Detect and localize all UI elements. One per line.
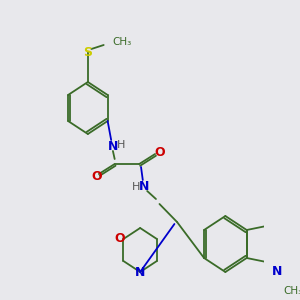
- Text: H: H: [132, 182, 140, 192]
- Text: O: O: [154, 146, 165, 158]
- Text: CH₃: CH₃: [283, 286, 300, 296]
- Text: N: N: [139, 179, 149, 193]
- Text: O: O: [91, 169, 101, 182]
- Text: CH₃: CH₃: [112, 37, 132, 47]
- Text: N: N: [108, 140, 118, 152]
- Text: H: H: [117, 140, 125, 150]
- Text: N: N: [272, 265, 282, 278]
- Text: O: O: [115, 232, 125, 245]
- Text: S: S: [83, 46, 92, 59]
- Text: N: N: [135, 266, 145, 278]
